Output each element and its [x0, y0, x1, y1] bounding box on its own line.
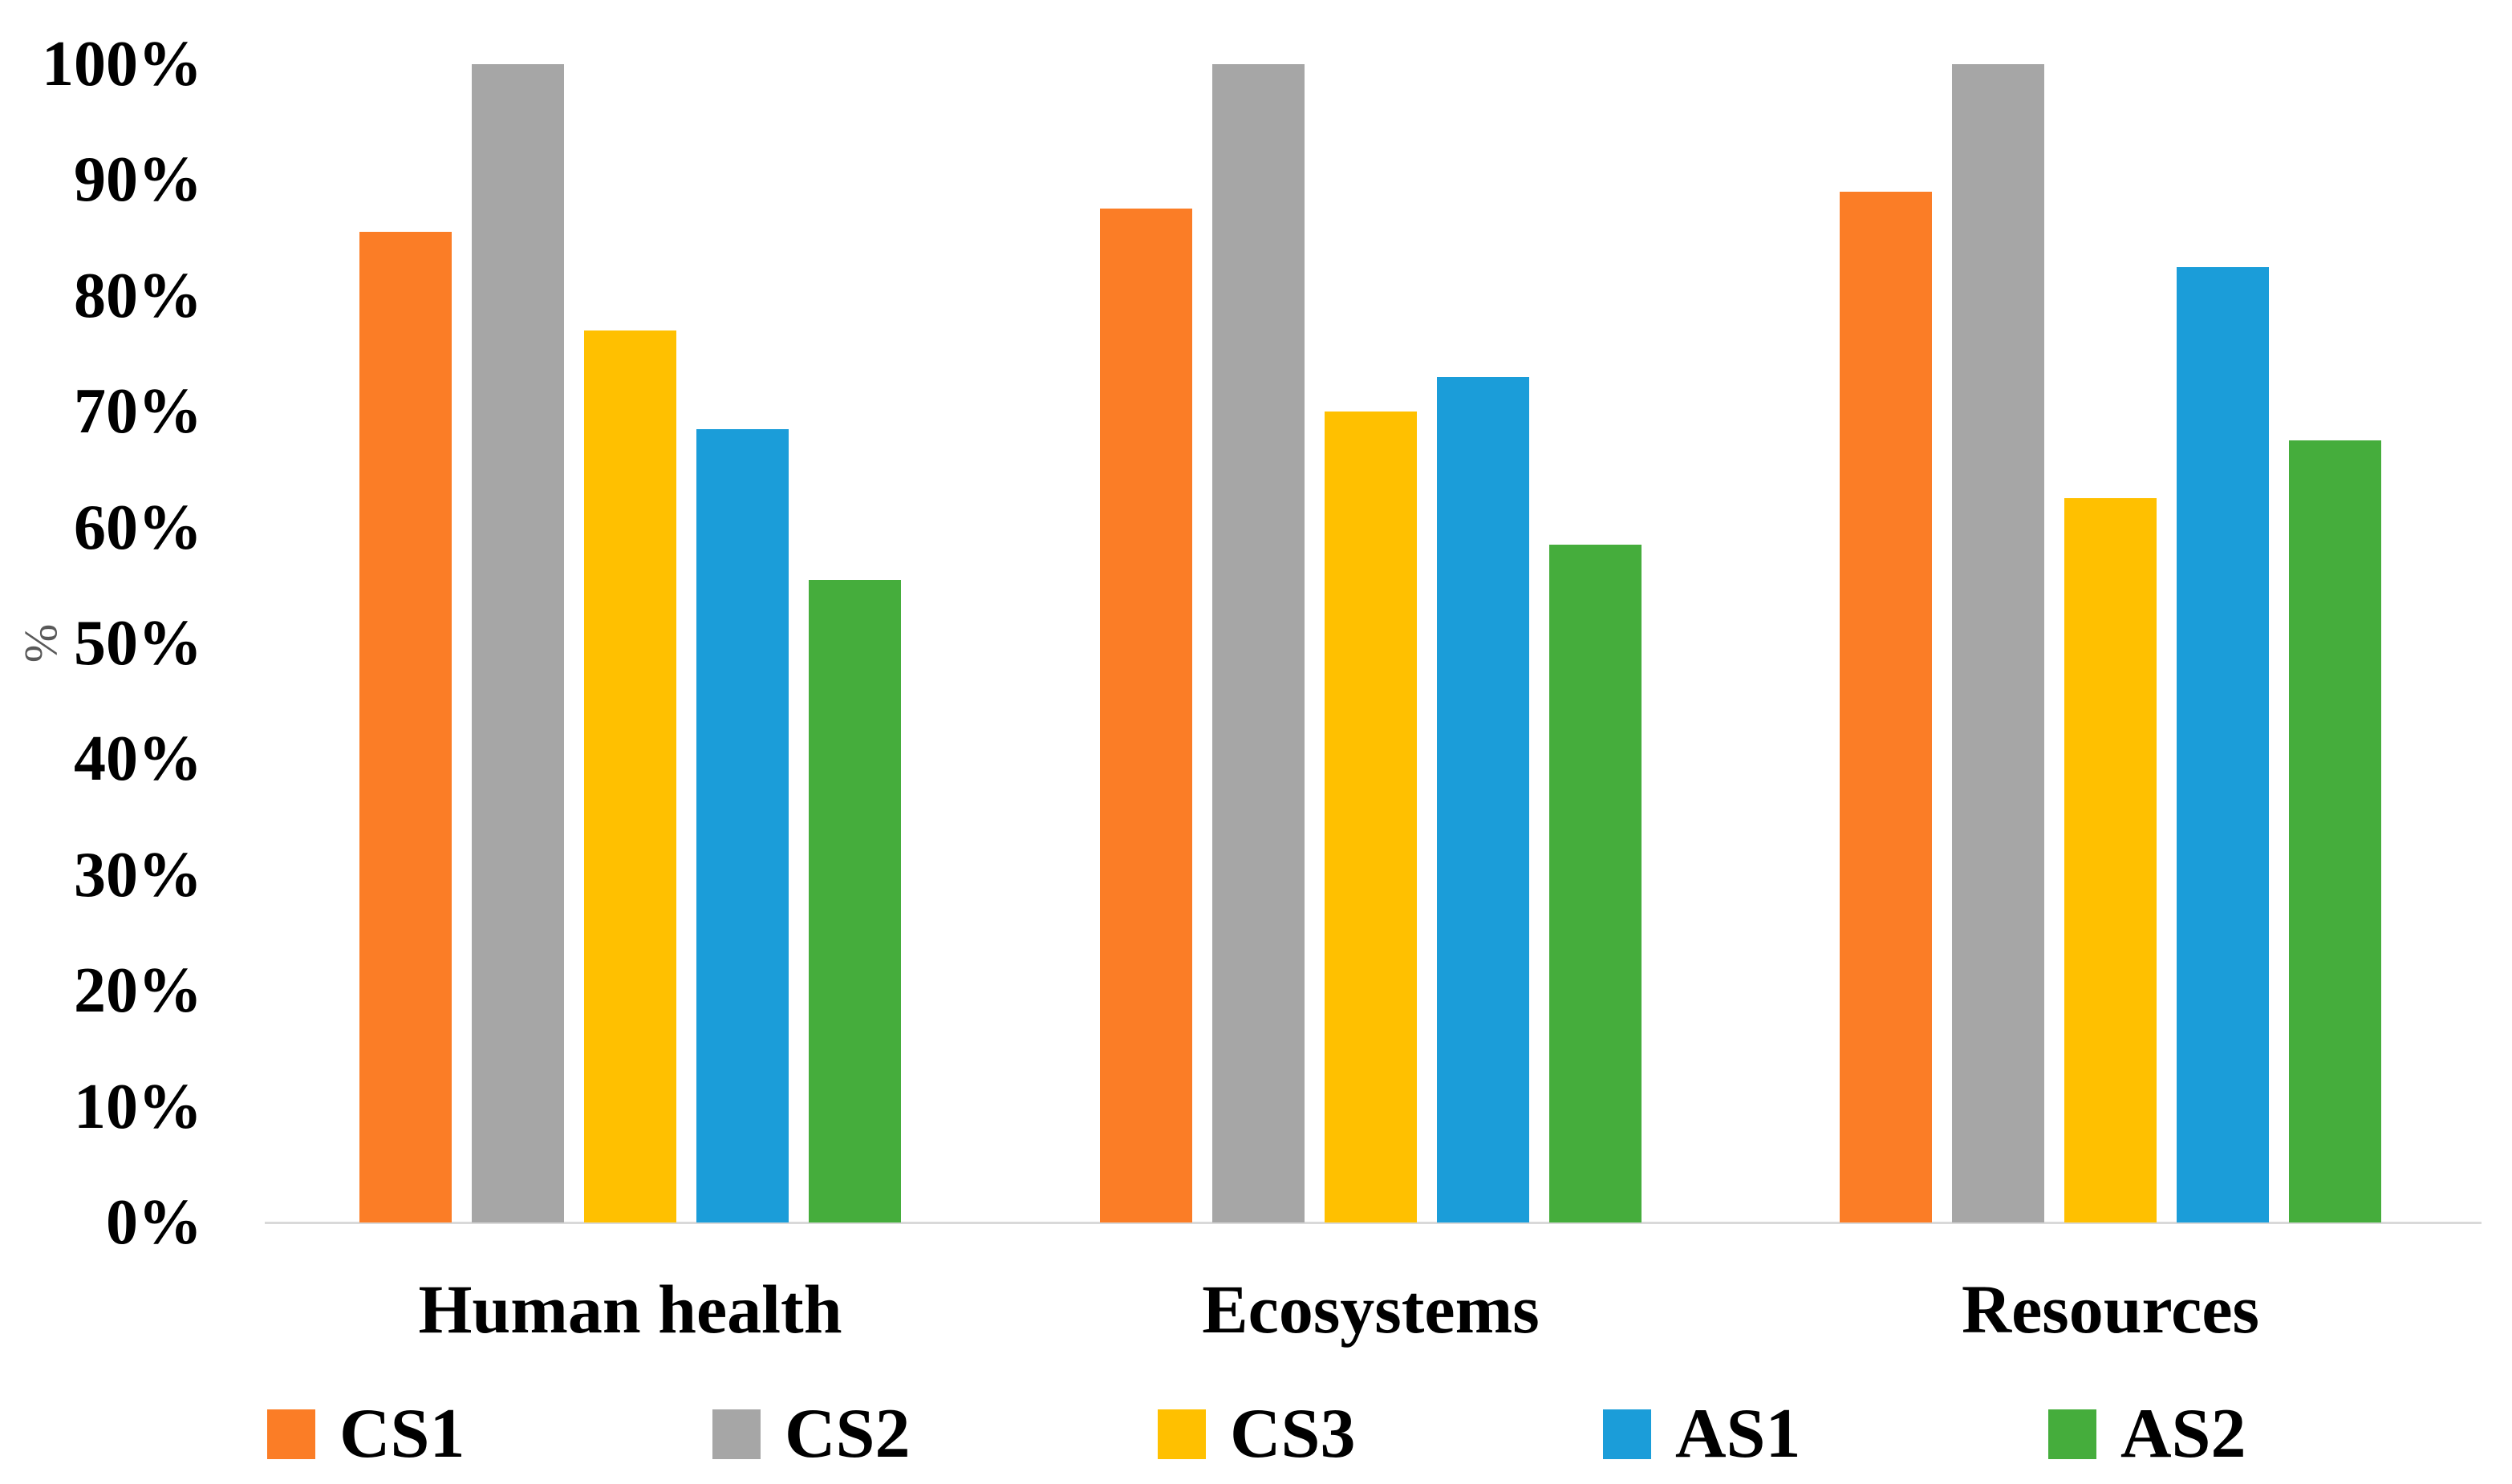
bar-as2-human-health — [809, 580, 901, 1222]
legend-item-as2: AS2 — [2048, 1399, 2246, 1470]
legend-label-as1: AS1 — [1675, 1395, 1801, 1473]
legend-label-cs1: CS1 — [339, 1395, 465, 1473]
x-axis-line — [265, 1222, 2482, 1224]
bar-cs2-resources — [1952, 64, 2044, 1222]
y-tick-label-0: 0% — [106, 1187, 202, 1258]
category-label-resources: Resources — [1961, 1271, 2259, 1348]
category-label-human-health: Human health — [418, 1271, 842, 1348]
y-tick-label-100: 100% — [42, 29, 202, 99]
category-label-ecosystems: Ecosystems — [1202, 1271, 1540, 1348]
legend-swatch-cs3 — [1158, 1409, 1206, 1459]
legend-swatch-as2 — [2048, 1409, 2096, 1459]
plot-area — [265, 64, 2482, 1224]
y-tick-label-80: 80% — [74, 260, 202, 331]
y-tick-label-20: 20% — [74, 955, 202, 1027]
y-tick-label-50: 50% — [74, 608, 202, 679]
y-axis-tick-labels: 0% 10% 20% 30% 40% 50% 60% 70% 80% 90% 100% — [0, 0, 202, 1484]
bar-cs1-ecosystems — [1100, 209, 1192, 1222]
bar-as1-human-health — [696, 429, 789, 1222]
y-tick-label-40: 40% — [74, 724, 202, 795]
bar-cs3-ecosystems — [1325, 412, 1417, 1222]
bar-cs3-human-health — [584, 330, 676, 1222]
y-tick-label-70: 70% — [74, 376, 202, 448]
legend-swatch-cs2 — [712, 1409, 761, 1459]
bar-cs1-resources — [1840, 192, 1932, 1222]
legend-item-cs1: CS1 — [267, 1399, 712, 1470]
bar-as2-resources — [2289, 440, 2381, 1222]
bar-as1-ecosystems — [1437, 377, 1529, 1222]
bar-as1-resources — [2177, 267, 2269, 1222]
legend-label-cs2: CS2 — [785, 1395, 911, 1473]
y-tick-label-30: 30% — [74, 839, 202, 910]
legend-label-cs3: CS3 — [1230, 1395, 1356, 1473]
bar-cs2-ecosystems — [1212, 64, 1305, 1222]
legend-swatch-cs1 — [267, 1409, 315, 1459]
legend: CS1 CS2 CS3 AS1 AS2 — [267, 1399, 2246, 1470]
legend-label-as2: AS2 — [2120, 1395, 2246, 1473]
bar-as2-ecosystems — [1549, 545, 1642, 1222]
y-tick-label-90: 90% — [74, 144, 202, 216]
y-tick-label-60: 60% — [74, 492, 202, 563]
legend-item-cs2: CS2 — [712, 1399, 1158, 1470]
legend-swatch-as1 — [1603, 1409, 1651, 1459]
y-tick-label-10: 10% — [74, 1071, 202, 1142]
legend-item-as1: AS1 — [1603, 1399, 2048, 1470]
bar-cs1-human-health — [359, 232, 452, 1222]
bar-cs2-human-health — [472, 64, 564, 1222]
bar-cs3-resources — [2064, 498, 2157, 1222]
legend-item-cs3: CS3 — [1158, 1399, 1603, 1470]
